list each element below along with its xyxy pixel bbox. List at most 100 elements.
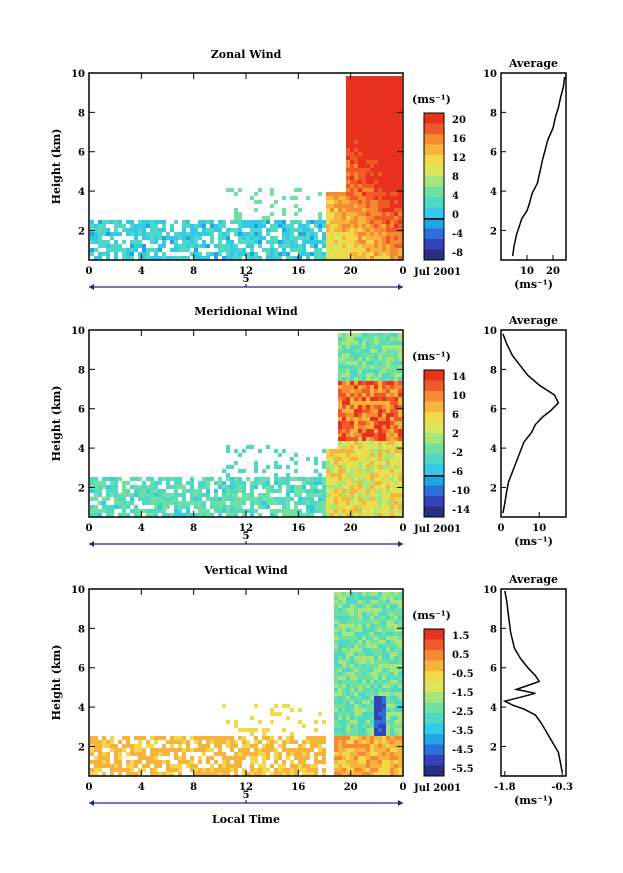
heatmap-cell: [398, 604, 402, 608]
heatmap-cell: [386, 397, 390, 401]
heatmap-cell: [362, 184, 366, 188]
heatmap-cell: [270, 240, 274, 244]
heatmap-cell: [130, 764, 134, 768]
heatmap-cell: [286, 465, 290, 469]
heatmap-cell: [158, 505, 162, 509]
heatmap-cell: [366, 80, 370, 84]
heatmap-cell: [182, 256, 186, 260]
heatmap-cell: [366, 124, 370, 128]
heatmap-cell: [338, 684, 342, 688]
heatmap-cell: [354, 433, 358, 437]
heatmap-cell: [366, 188, 370, 192]
heatmap-cell: [138, 772, 142, 776]
heatmap-cell: [210, 232, 214, 236]
heatmap-cell: [386, 696, 390, 700]
heatmap-cell: [326, 497, 330, 501]
heatmap-cell: [150, 248, 154, 252]
heatmap-cell: [350, 453, 354, 457]
heatmap-cell: [166, 481, 170, 485]
heatmap-cell: [310, 744, 314, 748]
heatmap-cell: [230, 248, 234, 252]
heatmap-cell: [394, 760, 398, 764]
heatmap-cell: [362, 716, 366, 720]
heatmap-cell: [386, 108, 390, 112]
heatmap-cell: [322, 748, 326, 752]
heatmap-cell: [378, 401, 382, 405]
heatmap-cell: [274, 704, 278, 708]
heatmap-cell: [230, 744, 234, 748]
heatmap-cell: [382, 764, 386, 768]
heatmap-cell: [342, 437, 346, 441]
colorbar-tick-label: -8: [452, 248, 463, 259]
heatmap-cell: [394, 136, 398, 140]
heatmap-cell: [166, 760, 170, 764]
heatmap-cell: [394, 212, 398, 216]
heatmap-cell: [346, 204, 350, 208]
heatmap-cell: [350, 112, 354, 116]
heatmap-cell: [258, 240, 262, 244]
heatmap-cell: [330, 457, 334, 461]
heatmap-cell: [338, 509, 342, 513]
heatmap-cell: [366, 112, 370, 116]
heatmap-cell: [390, 752, 394, 756]
heatmap-cell: [398, 353, 402, 357]
heatmap-cell: [362, 349, 366, 353]
heatmap-cell: [370, 704, 374, 708]
heatmap-cell: [366, 513, 370, 517]
heatmap-cell: [358, 469, 362, 473]
heatmap-cell: [154, 220, 158, 224]
heatmap-cell: [370, 688, 374, 692]
heatmap-cell: [358, 648, 362, 652]
heatmap-cell: [366, 405, 370, 409]
heatmap-cell: [130, 256, 134, 260]
heatmap-cell: [98, 752, 102, 756]
heatmap-cell: [342, 401, 346, 405]
heatmap-cell: [338, 505, 342, 509]
heatmap-cell: [234, 220, 238, 224]
heatmap-cell: [378, 477, 382, 481]
heatmap-cell: [394, 453, 398, 457]
heatmap-cell: [246, 240, 250, 244]
heatmap-cell: [378, 224, 382, 228]
heatmap-cell: [166, 768, 170, 772]
heatmap-cell: [234, 212, 238, 216]
heatmap-cell: [394, 341, 398, 345]
heatmap-cell: [390, 180, 394, 184]
heatmap-cell: [398, 373, 402, 377]
heatmap-cell: [118, 493, 122, 497]
heatmap-cell: [370, 216, 374, 220]
heatmap-cell: [214, 497, 218, 501]
heatmap-cell: [374, 88, 378, 92]
heatmap-cell: [106, 756, 110, 760]
heatmap-cell: [278, 752, 282, 756]
colorbar-tick-label: 0: [452, 210, 459, 221]
heatmap-cell: [338, 357, 342, 361]
colorbar-tick-label: 12: [452, 153, 466, 164]
heatmap-cell: [378, 469, 382, 473]
heatmap-cell: [390, 381, 394, 385]
heatmap-cell: [398, 132, 402, 136]
heatmap-cell: [358, 768, 362, 772]
heatmap-cell: [374, 513, 378, 517]
heatmap-cell: [90, 752, 94, 756]
heatmap-cell: [178, 768, 182, 772]
colorbar-frame: [423, 628, 445, 777]
heatmap-cell: [322, 513, 326, 517]
heatmap-cell: [266, 489, 270, 493]
heatmap-cell: [390, 184, 394, 188]
heatmap-cell: [230, 256, 234, 260]
heatmap-cell: [342, 632, 346, 636]
heatmap-cell: [246, 728, 250, 732]
heatmap-cell: [274, 220, 278, 224]
heatmap-cell: [326, 216, 330, 220]
heatmap-cell: [274, 748, 278, 752]
heatmap-cell: [266, 445, 270, 449]
heatmap-cell: [370, 481, 374, 485]
heatmap-cell: [262, 505, 266, 509]
heatmap-cell: [382, 453, 386, 457]
heatmap-cell: [154, 740, 158, 744]
heatmap-cell: [338, 477, 342, 481]
heatmap-cell: [374, 76, 378, 80]
heatmap-cell: [370, 485, 374, 489]
date-axis-arrow-right: [398, 541, 403, 547]
